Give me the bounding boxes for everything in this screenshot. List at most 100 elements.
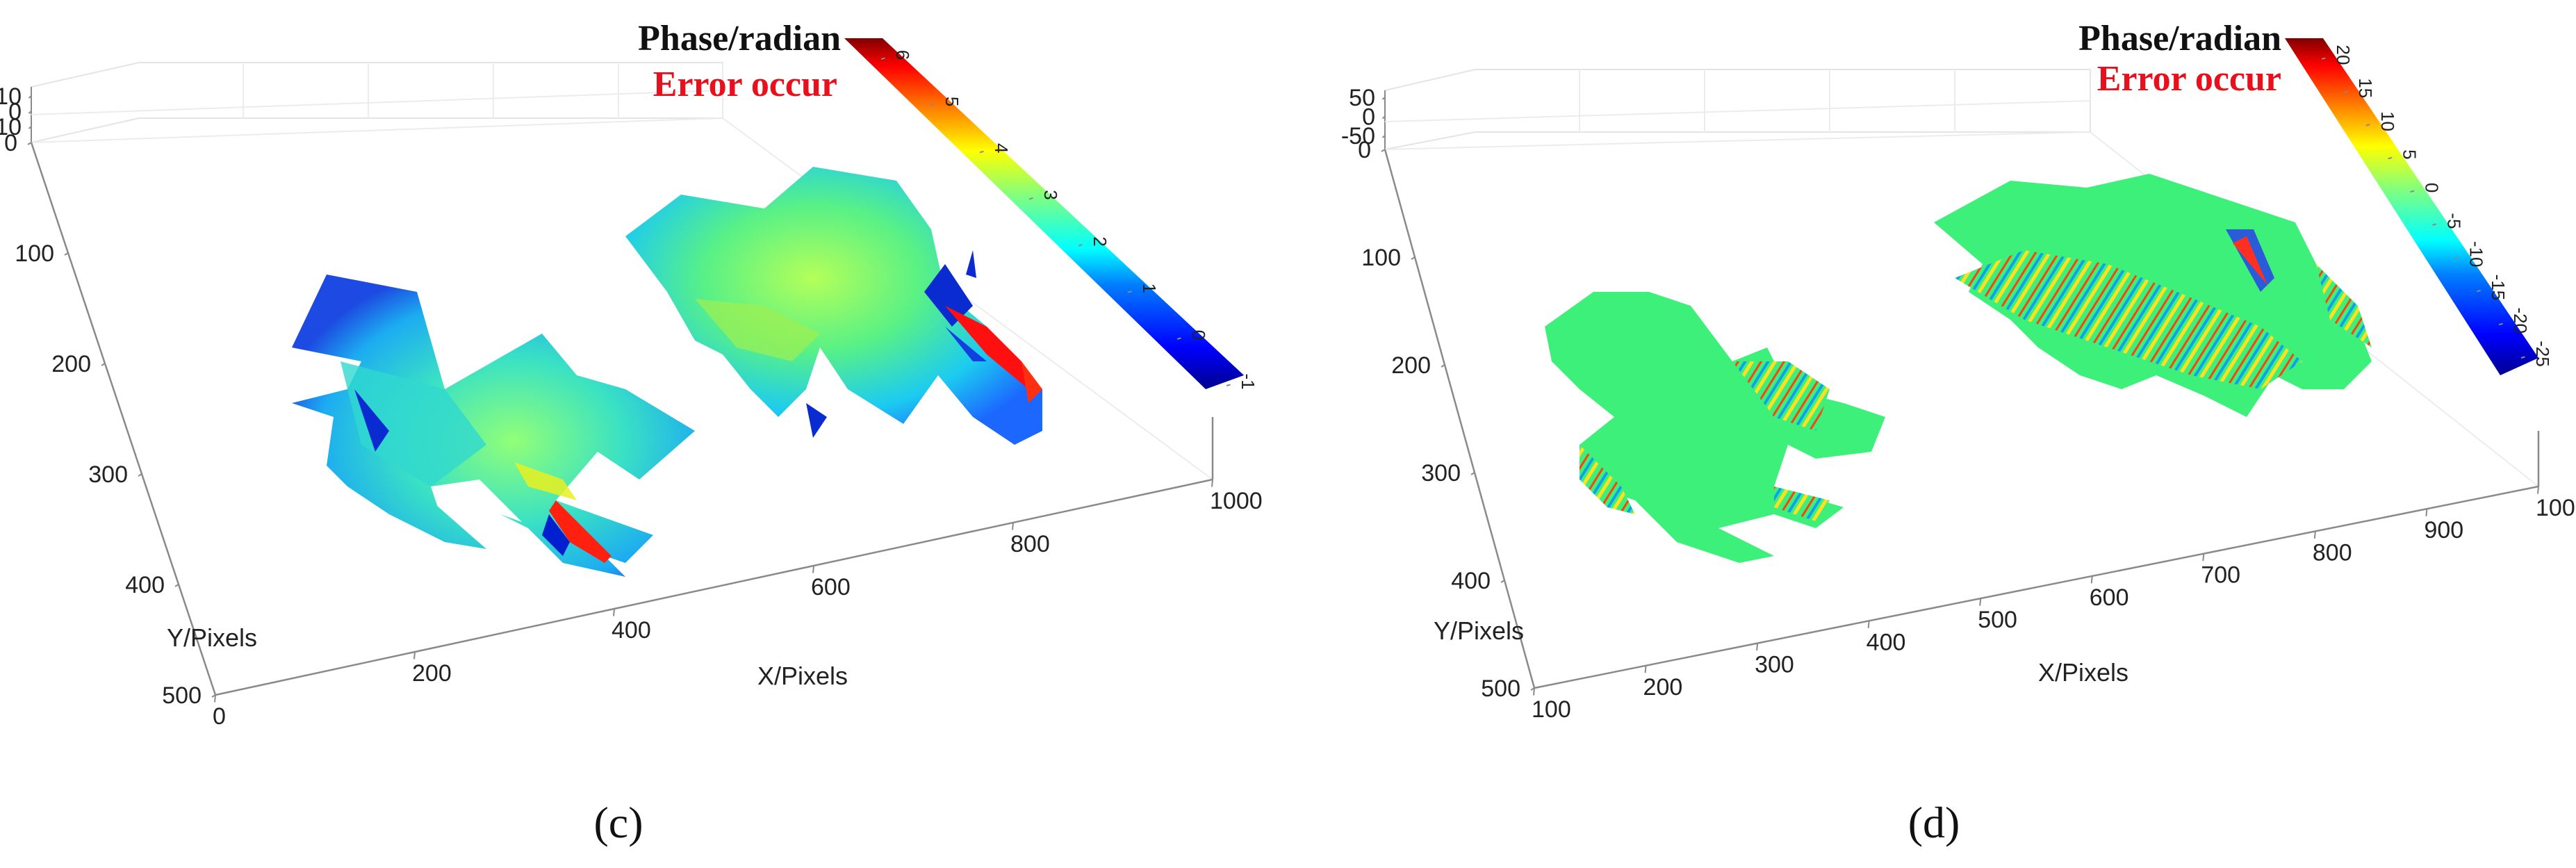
chart-c-z-tick-label: 0 — [8, 99, 22, 125]
chart-d-z-tick-mark — [1381, 97, 1386, 100]
chart-d-colorbar-tick-mark — [2454, 256, 2459, 259]
chart-panel-d: 20 15 10 5 0 -5 -10 -15 -20 -25 Phase/radian Erro… — [1288, 0, 2575, 868]
chart-d-ylabel: Y/Pixels — [1434, 616, 1524, 645]
chart-d-colorbar-tick-label: -5 — [2443, 213, 2464, 229]
chart-d-colorbar-tick-mark — [2498, 322, 2503, 326]
chart-d-x-tick-label: 300 — [1755, 652, 1794, 678]
chart-c-colorbar-tick-label: 3 — [1040, 190, 1061, 199]
chart-d-zticks: 500-50 — [1341, 85, 1386, 149]
chart-d-z-tick-label: -50 — [1341, 123, 1375, 149]
chart-d-error-annotation: Error occur — [2097, 59, 2281, 99]
chart-d-axes — [1384, 149, 2540, 689]
chart-c-y-tick-label: 100 — [15, 240, 54, 267]
chart-d-y-tick-mark — [1441, 364, 1445, 368]
chart-c-colorbar-tick-mark — [1226, 384, 1231, 386]
chart-d-colorbar-tick-label: 5 — [2399, 149, 2420, 159]
chart-d-colorbar-tick-label: 0 — [2422, 183, 2443, 193]
chart-c-x-tick-mark — [413, 651, 416, 660]
chart-d-yticks: 0 100 200 300 400 500 — [1358, 137, 1535, 702]
chart-d-colorbar-title: Phase/radian — [2078, 19, 2281, 58]
chart-c-surface-left — [292, 275, 695, 577]
chart-d-x-tick-label: 800 — [2313, 539, 2352, 566]
chart-c-colorbar-tick-mark — [1127, 290, 1132, 293]
chart-c-y-tick-label: 400 — [125, 572, 165, 598]
chart-c-caption: (c) — [593, 798, 643, 847]
chart-d-xlabel: X/Pixels — [2038, 658, 2128, 687]
chart-d-x-tick-label: 900 — [2424, 517, 2463, 543]
chart-d-y-tick-mark — [1411, 256, 1416, 260]
chart-d-x-tick-label: 400 — [1867, 629, 1906, 655]
chart-c-y-tick-label: 500 — [162, 682, 202, 709]
chart-c-xticks: 0 200 400 600 800 1000 — [213, 479, 1263, 730]
chart-c-colorbar-tick-label: 2 — [1090, 236, 1110, 246]
chart-c-colorbar-tick-label: 4 — [991, 143, 1012, 153]
chart-d-colorbar-tick-label: 15 — [2355, 78, 2376, 98]
chart-c-y-tick-label: 300 — [88, 461, 128, 488]
chart-d-caption: (d) — [1908, 798, 1960, 847]
chart-d-y-tick-label: 200 — [1391, 352, 1431, 379]
chart-d-y-tick-label: 100 — [1361, 245, 1401, 271]
chart-c-colorbar-tick-mark — [1028, 197, 1033, 200]
chart-d-colorbar-tick-mark — [2520, 356, 2525, 359]
chart-d-colorbar-tick-label: -25 — [2532, 341, 2553, 367]
chart-c-z-tick-mark — [28, 95, 32, 99]
chart-d-xticks: 100 200 300 400 500 600 700 800 900 1000 — [1532, 486, 2575, 723]
chart-c-x-tick-label: 400 — [612, 617, 651, 644]
chart-c-colorbar-fill — [844, 38, 1244, 389]
chart-c-x-tick-label: 200 — [412, 660, 452, 687]
chart-c-x-tick-label: 1000 — [1210, 488, 1263, 514]
chart-c-surface-right — [625, 167, 1042, 445]
chart-c-z-tick-mark — [28, 110, 32, 114]
chart-c-zticks: 100-10 — [0, 83, 32, 140]
chart-d-colorbar-tick-mark — [2388, 156, 2393, 160]
chart-d-y-tick-label: 500 — [1481, 675, 1520, 702]
chart-c-colorbar-tick-label: 1 — [1139, 283, 1160, 293]
chart-c-error-annotation: Error occur — [653, 65, 837, 104]
chart-c-y-tick-mark — [174, 584, 179, 587]
chart-c-colorbar-ticks: 6 5 4 3 2 1 0 -1 — [880, 50, 1258, 390]
chart-c-x-tick-label: 0 — [213, 703, 226, 730]
chart-d-colorbar-tick-label: 10 — [2377, 111, 2398, 131]
chart-d-colorbar-tick-mark — [2410, 190, 2415, 193]
chart-c-x-tick-label: 600 — [811, 574, 851, 600]
chart-d-surface-left — [1545, 292, 1885, 563]
chart-d-y-tick-mark — [1381, 149, 1386, 152]
chart-c-colorbar-tick-label: 0 — [1188, 330, 1209, 340]
chart-d-colorbar-tick-mark — [2432, 223, 2437, 226]
chart-c-colorbar-tick-mark — [979, 150, 984, 154]
chart-c-colorbar-tick-label: 5 — [942, 97, 962, 106]
chart-c-z-tick-mark — [28, 126, 32, 129]
chart-d-colorbar-tick-mark — [2343, 90, 2348, 93]
chart-d-x-tick-mark — [2202, 553, 2205, 562]
chart-c-y-tick-mark — [101, 363, 106, 366]
chart-d-y-tick-mark — [1470, 472, 1475, 475]
chart-c-y-tick-mark — [64, 252, 69, 256]
chart-d-colorbar-tick-label: 20 — [2333, 45, 2354, 65]
chart-d-y-tick-mark — [1500, 580, 1505, 583]
chart-c-colorbar — [844, 38, 1244, 389]
chart-c-x-tick-mark — [1211, 479, 1213, 487]
chart-d-z-tick-mark — [1381, 115, 1386, 120]
chart-d-colorbar-tick-mark — [2365, 124, 2370, 126]
chart-c-x-tick-label: 800 — [1010, 531, 1050, 557]
chart-d-x-tick-label: 600 — [2090, 584, 2129, 611]
chart-d-x-tick-label: 200 — [1643, 674, 1683, 701]
chart-c-y-tick-label: 200 — [51, 351, 91, 377]
chart-d-surface-right — [1934, 174, 2372, 417]
chart-c-colorbar-tick-mark — [1176, 337, 1181, 340]
chart-d-y-tick-label: 400 — [1451, 568, 1491, 594]
chart-c-yticks: 0 100 200 300 400 500 — [4, 130, 216, 709]
chart-d-colorbar-tick-mark — [2476, 289, 2481, 293]
chart-d-y-tick-label: 300 — [1421, 460, 1461, 486]
chart-c-z-tick-label: -10 — [0, 114, 22, 140]
chart-d-colorbar-tick-label: -20 — [2510, 307, 2531, 334]
chart-c-y-tick-label: 0 — [4, 130, 17, 156]
chart-c-axes — [30, 142, 1214, 696]
chart-c-ylabel: Y/Pixels — [167, 623, 257, 652]
chart-d-z-tick-mark — [1381, 135, 1386, 138]
chart-c-y-tick-mark — [138, 473, 142, 477]
chart-d-x-tick-label: 500 — [1978, 607, 2017, 633]
chart-c-colorbar-tick-mark — [1078, 244, 1083, 247]
